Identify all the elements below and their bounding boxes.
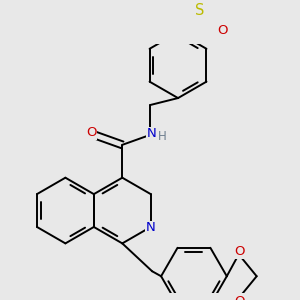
Text: O: O [218,24,228,37]
Text: N: N [146,128,156,140]
Text: S: S [195,3,205,18]
Text: O: O [235,245,245,258]
Text: N: N [146,221,156,235]
Text: O: O [235,295,245,300]
Text: H: H [158,130,167,143]
Text: O: O [86,126,97,140]
